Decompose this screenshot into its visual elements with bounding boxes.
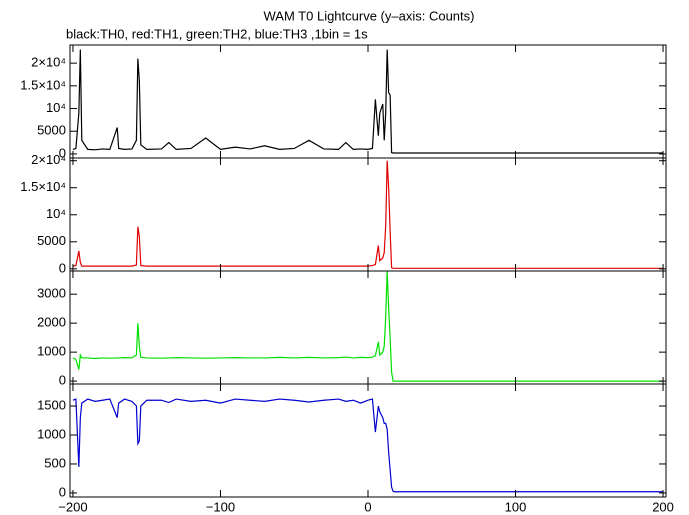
y-tick-label: 5000 xyxy=(37,123,66,138)
y-tick-label: 1000 xyxy=(37,344,66,359)
series-line xyxy=(72,49,664,154)
plot-frame xyxy=(69,383,667,498)
x-tick-label: −100 xyxy=(206,499,235,514)
plot-frame xyxy=(69,157,667,272)
y-tick-label: 3000 xyxy=(37,286,66,301)
chart-title: WAM T0 Lightcurve (y–axis: Counts) xyxy=(264,8,475,23)
series-line xyxy=(72,160,664,269)
y-tick-label: 1.5×10⁴ xyxy=(20,179,66,194)
x-tick-label: 0 xyxy=(364,499,371,514)
y-tick-label: 10⁴ xyxy=(46,100,66,115)
y-tick-label: 0 xyxy=(59,145,66,160)
y-tick-label: 5000 xyxy=(37,233,66,248)
y-tick-label: 1.5×10⁴ xyxy=(20,77,66,92)
y-tick-label: 1500 xyxy=(37,397,66,412)
y-tick-label: 2×10⁴ xyxy=(31,152,66,167)
chart-subtitle: black:TH0, red:TH1, green:TH2, blue:TH3 … xyxy=(66,26,368,41)
y-tick-label: 0 xyxy=(59,484,66,499)
x-tick-label: 100 xyxy=(505,499,527,514)
series-line xyxy=(72,398,664,493)
x-tick-label: −200 xyxy=(58,499,87,514)
series-line xyxy=(72,271,664,382)
y-tick-label: 0 xyxy=(59,373,66,388)
plot-frame xyxy=(69,270,667,385)
y-tick-label: 10⁴ xyxy=(46,206,66,221)
y-tick-label: 0 xyxy=(59,260,66,275)
y-tick-label: 1000 xyxy=(37,426,66,441)
y-tick-label: 2000 xyxy=(37,315,66,330)
y-tick-label: 500 xyxy=(44,455,66,470)
y-tick-label: 2×10⁴ xyxy=(31,55,66,70)
x-tick-label: 200 xyxy=(652,499,674,514)
plot-frame xyxy=(69,44,667,159)
